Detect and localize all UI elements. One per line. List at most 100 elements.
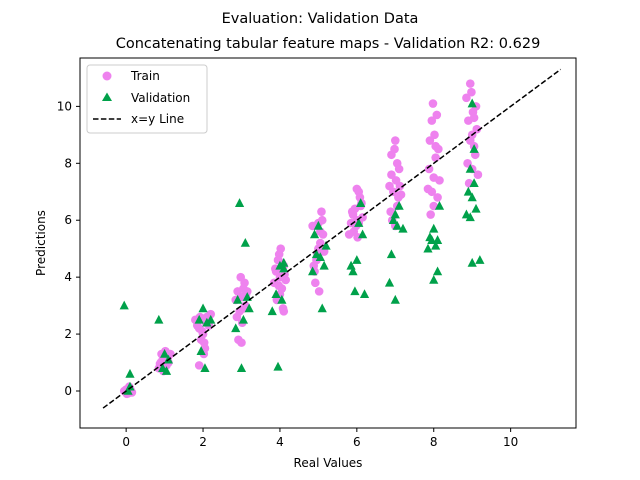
validation-point [119, 300, 129, 310]
x-axis: 0 2 4 6 8 10 [122, 428, 518, 449]
train-point [392, 159, 402, 168]
train-point [236, 272, 246, 282]
validation-point [233, 294, 243, 304]
validation-point [313, 220, 323, 230]
train-point [274, 281, 284, 290]
validation-point [465, 164, 475, 173]
train-point [232, 312, 242, 322]
train-point [242, 287, 252, 296]
validation-point [471, 203, 481, 213]
validation-point [154, 314, 164, 324]
y-tick-label: 8 [64, 156, 72, 170]
legend-train-label: Train [130, 69, 160, 83]
validation-point [271, 289, 281, 299]
x-axis-label: Real Values [294, 456, 363, 470]
train-point [352, 184, 362, 194]
legend-validation-marker [102, 92, 112, 101]
validation-point [240, 238, 250, 247]
validation-point [358, 229, 368, 239]
validation-point [359, 289, 370, 299]
validation-point [467, 257, 477, 267]
train-point [314, 287, 324, 296]
train-point [433, 193, 442, 202]
validation-point [467, 98, 477, 108]
validation-point [279, 263, 289, 273]
train-point [274, 250, 284, 259]
validation-point [315, 252, 325, 262]
validation-point [467, 192, 477, 202]
plot-area [79, 57, 577, 429]
validation-point [279, 257, 289, 267]
y-tick-label: 2 [64, 327, 72, 341]
validation-point [394, 201, 404, 210]
train-point [424, 164, 434, 174]
train-point [387, 170, 396, 179]
validation-point [242, 292, 252, 301]
y-tick-label: 10 [57, 99, 72, 113]
train-point [311, 278, 320, 288]
validation-point [125, 381, 135, 391]
chart-title: Evaluation: Validation Data [222, 11, 419, 27]
train-point [347, 207, 357, 216]
validation-point [390, 294, 400, 304]
validation-point [434, 201, 445, 210]
train-point [465, 136, 475, 145]
validation-point [200, 363, 210, 373]
validation-point [432, 266, 443, 276]
x-tick-label: 2 [199, 435, 207, 449]
validation-point [463, 186, 473, 196]
x-tick-label: 6 [353, 435, 361, 449]
validation-point [196, 346, 206, 355]
legend-validation-label: Validation [131, 91, 190, 105]
validation-point [308, 266, 318, 276]
validation-point [384, 277, 395, 287]
train-point [206, 309, 216, 319]
train-point [427, 116, 437, 125]
y-tick-label: 6 [64, 213, 72, 227]
train-point [435, 176, 444, 185]
validation-point [465, 212, 475, 222]
validation-point [161, 366, 172, 375]
train-point [309, 261, 319, 271]
legend-line-label: x=y Line [131, 112, 184, 126]
plot-frame [79, 57, 577, 429]
validation-point [238, 314, 249, 324]
train-point [425, 136, 435, 145]
y-axis: 0 2 4 6 8 10 [57, 99, 80, 398]
validation-point [354, 218, 364, 227]
validation-point [429, 275, 439, 284]
y-tick-label: 4 [64, 270, 72, 284]
validation-point [346, 260, 356, 270]
validation-point [159, 349, 170, 358]
validation-point [317, 303, 327, 313]
validation-point [206, 314, 216, 324]
train-point [279, 307, 289, 316]
x-tick-label: 4 [276, 435, 284, 449]
validation-point [234, 198, 245, 207]
validation-point [321, 240, 331, 250]
validation-point [388, 215, 398, 225]
train-point [465, 79, 475, 88]
validation-point [198, 303, 208, 313]
validation-point [386, 249, 397, 259]
train-point [462, 93, 471, 103]
chart-subtitle: Concatenating tabular feature maps - Val… [116, 36, 541, 52]
train-point [316, 238, 325, 248]
train-point [467, 87, 476, 97]
x-tick-label: 8 [430, 435, 438, 449]
validation-point [429, 223, 439, 233]
validation-point [231, 323, 241, 333]
validation-point [352, 255, 362, 264]
validation-point [350, 286, 360, 296]
validation-point [194, 314, 204, 324]
y-tick-label: 0 [64, 384, 72, 398]
train-point [473, 170, 483, 179]
train-point [281, 275, 291, 285]
train-point [317, 207, 326, 216]
x-tick-label: 10 [503, 435, 518, 449]
validation-point [475, 255, 485, 264]
validation-series [119, 98, 485, 395]
validation-point [348, 266, 358, 276]
train-point [199, 338, 209, 347]
validation-point [236, 363, 247, 373]
